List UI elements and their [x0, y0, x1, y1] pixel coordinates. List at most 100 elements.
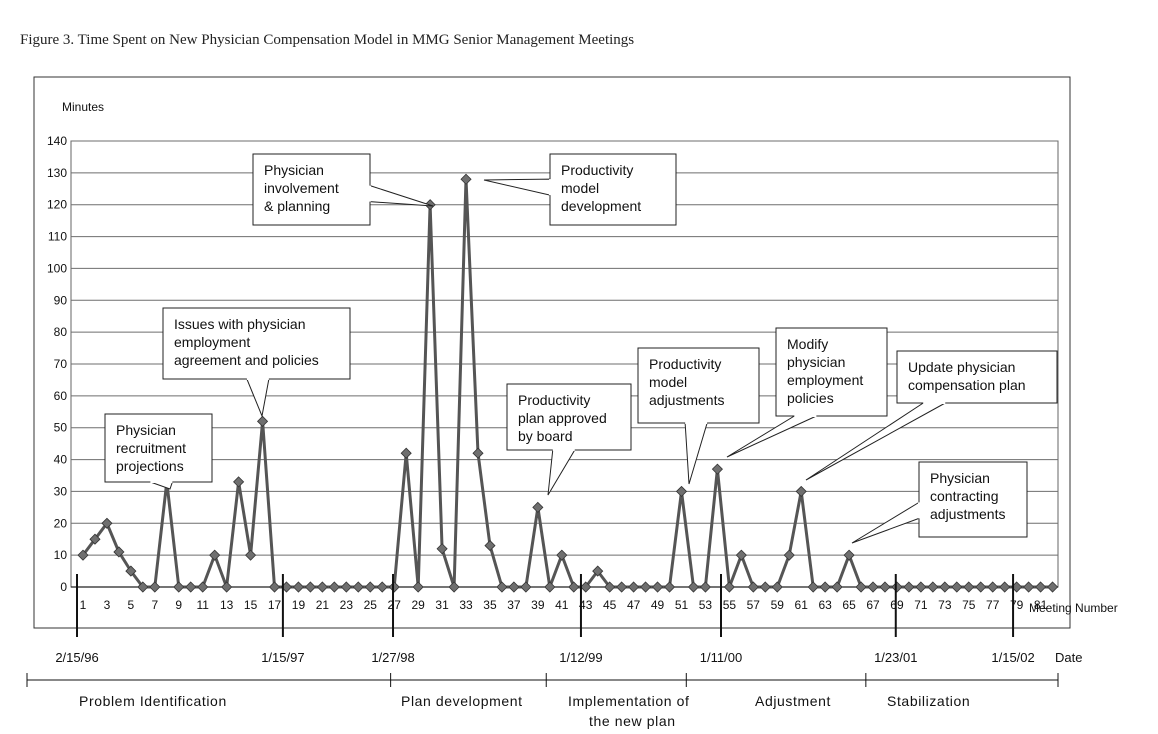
- data-point: [640, 581, 652, 593]
- x-tick-label: 39: [531, 598, 545, 612]
- data-point: [580, 581, 592, 593]
- data-point: [687, 581, 700, 593]
- x-tick-label: 21: [316, 598, 330, 612]
- callout-box: [506, 383, 632, 451]
- data-point: [951, 581, 963, 593]
- figure-caption: Figure 3. Time Spent on New Physician Co…: [20, 32, 634, 48]
- callout-text: development: [561, 198, 641, 214]
- callout-text: Productivity: [518, 392, 590, 408]
- x-tick-label: 7: [151, 598, 158, 612]
- x-tick-label: 43: [579, 598, 593, 612]
- data-point: [412, 581, 424, 593]
- x-tick-label: 57: [747, 598, 761, 612]
- callout-box: [162, 307, 351, 380]
- date-axis-label: Date: [1055, 650, 1082, 665]
- data-point: [388, 581, 400, 593]
- callout-text: Physician: [930, 470, 990, 486]
- data-point: [113, 546, 125, 558]
- y-tick-label: 50: [54, 421, 68, 435]
- data-point: [759, 581, 771, 593]
- x-tick-label: 53: [699, 598, 713, 612]
- data-point: [975, 581, 987, 593]
- data-point: [891, 581, 903, 593]
- x-tick-label: 11: [196, 598, 209, 612]
- data-point: [460, 173, 472, 185]
- data-point: [616, 581, 628, 593]
- callout-text: projections: [116, 458, 184, 474]
- data-point: [149, 581, 161, 593]
- data-point: [245, 549, 257, 561]
- callout-text: adjustments: [649, 392, 724, 408]
- x-tick-label: 29: [411, 598, 425, 612]
- annotation-callout: Issues with physician employment agreement…: [162, 307, 351, 418]
- date-label: 1/11/00: [700, 650, 742, 665]
- date-label: 1/27/98: [371, 650, 414, 665]
- data-point: [807, 581, 819, 593]
- y-tick-label: 130: [47, 166, 67, 180]
- data-point: [77, 549, 89, 561]
- x-tick-label: 35: [483, 598, 497, 612]
- data-point: [843, 549, 855, 561]
- x-tick-label: 79: [1010, 598, 1024, 612]
- data-point: [651, 581, 664, 593]
- data-point: [544, 581, 556, 593]
- data-point: [855, 581, 867, 593]
- annotation-callout: Update physician compensation plan: [805, 350, 1058, 481]
- data-point: [292, 581, 305, 593]
- callout-text: model: [649, 374, 687, 390]
- callout-box: [775, 327, 888, 417]
- date-label: 2/15/96: [55, 650, 98, 665]
- x-tick-label: 19: [292, 598, 306, 612]
- callout-text: recruitment: [116, 440, 186, 456]
- y-tick-label: 0: [60, 580, 67, 594]
- callout-text: Physician: [264, 162, 324, 178]
- y-tick-label: 110: [48, 230, 67, 244]
- phase-label: Implementation of: [568, 693, 689, 709]
- data-point: [484, 540, 496, 552]
- x-tick-label: 17: [268, 598, 282, 612]
- x-tick-label: 71: [914, 598, 928, 612]
- data-point: [783, 549, 795, 561]
- data-point: [436, 543, 448, 555]
- y-axis-label: Minutes: [62, 100, 104, 114]
- y-tick-label: 40: [54, 453, 68, 467]
- data-point: [556, 549, 568, 561]
- x-tick-label: 55: [723, 598, 737, 612]
- annotation-callout: Productivity model adjustments: [637, 347, 760, 485]
- callout-text: by board: [518, 428, 572, 444]
- data-point: [496, 581, 508, 593]
- data-point: [1023, 581, 1035, 593]
- phase-label: Problem Identification: [79, 693, 227, 709]
- data-point: [448, 581, 460, 593]
- data-point: [197, 581, 209, 593]
- callout-box: [549, 153, 677, 226]
- date-label: 1/15/97: [261, 650, 304, 665]
- annotation-callout: Physician recruitment projections: [104, 413, 213, 490]
- annotation-callout: Physician involvement & planning: [252, 153, 434, 226]
- callout-box: [104, 413, 213, 483]
- x-tick-label: 73: [938, 598, 952, 612]
- data-point: [233, 476, 245, 488]
- x-tick-label: 27: [388, 598, 402, 612]
- callout-text: employment: [787, 372, 863, 388]
- callout-text: Productivity: [649, 356, 721, 372]
- y-tick-label: 90: [54, 293, 68, 307]
- callout-text: Productivity: [561, 162, 633, 178]
- y-tick-label: 140: [47, 134, 67, 148]
- x-tick-label: 51: [675, 598, 689, 612]
- x-tick-label: 13: [220, 598, 234, 612]
- y-tick-label: 120: [47, 198, 67, 212]
- data-point: [747, 581, 759, 593]
- phase-label: Stabilization: [887, 693, 970, 709]
- x-tick-label: 33: [459, 598, 473, 612]
- callout-text: agreement and policies: [174, 352, 319, 368]
- x-tick-label: 77: [986, 598, 1000, 612]
- x-tick-label: 65: [842, 598, 856, 612]
- x-tick-label: 45: [603, 598, 617, 612]
- x-tick-label: 61: [795, 598, 809, 612]
- x-tick-label: 59: [771, 598, 785, 612]
- data-point: [604, 581, 616, 593]
- data-point: [903, 581, 915, 593]
- data-point: [340, 581, 352, 593]
